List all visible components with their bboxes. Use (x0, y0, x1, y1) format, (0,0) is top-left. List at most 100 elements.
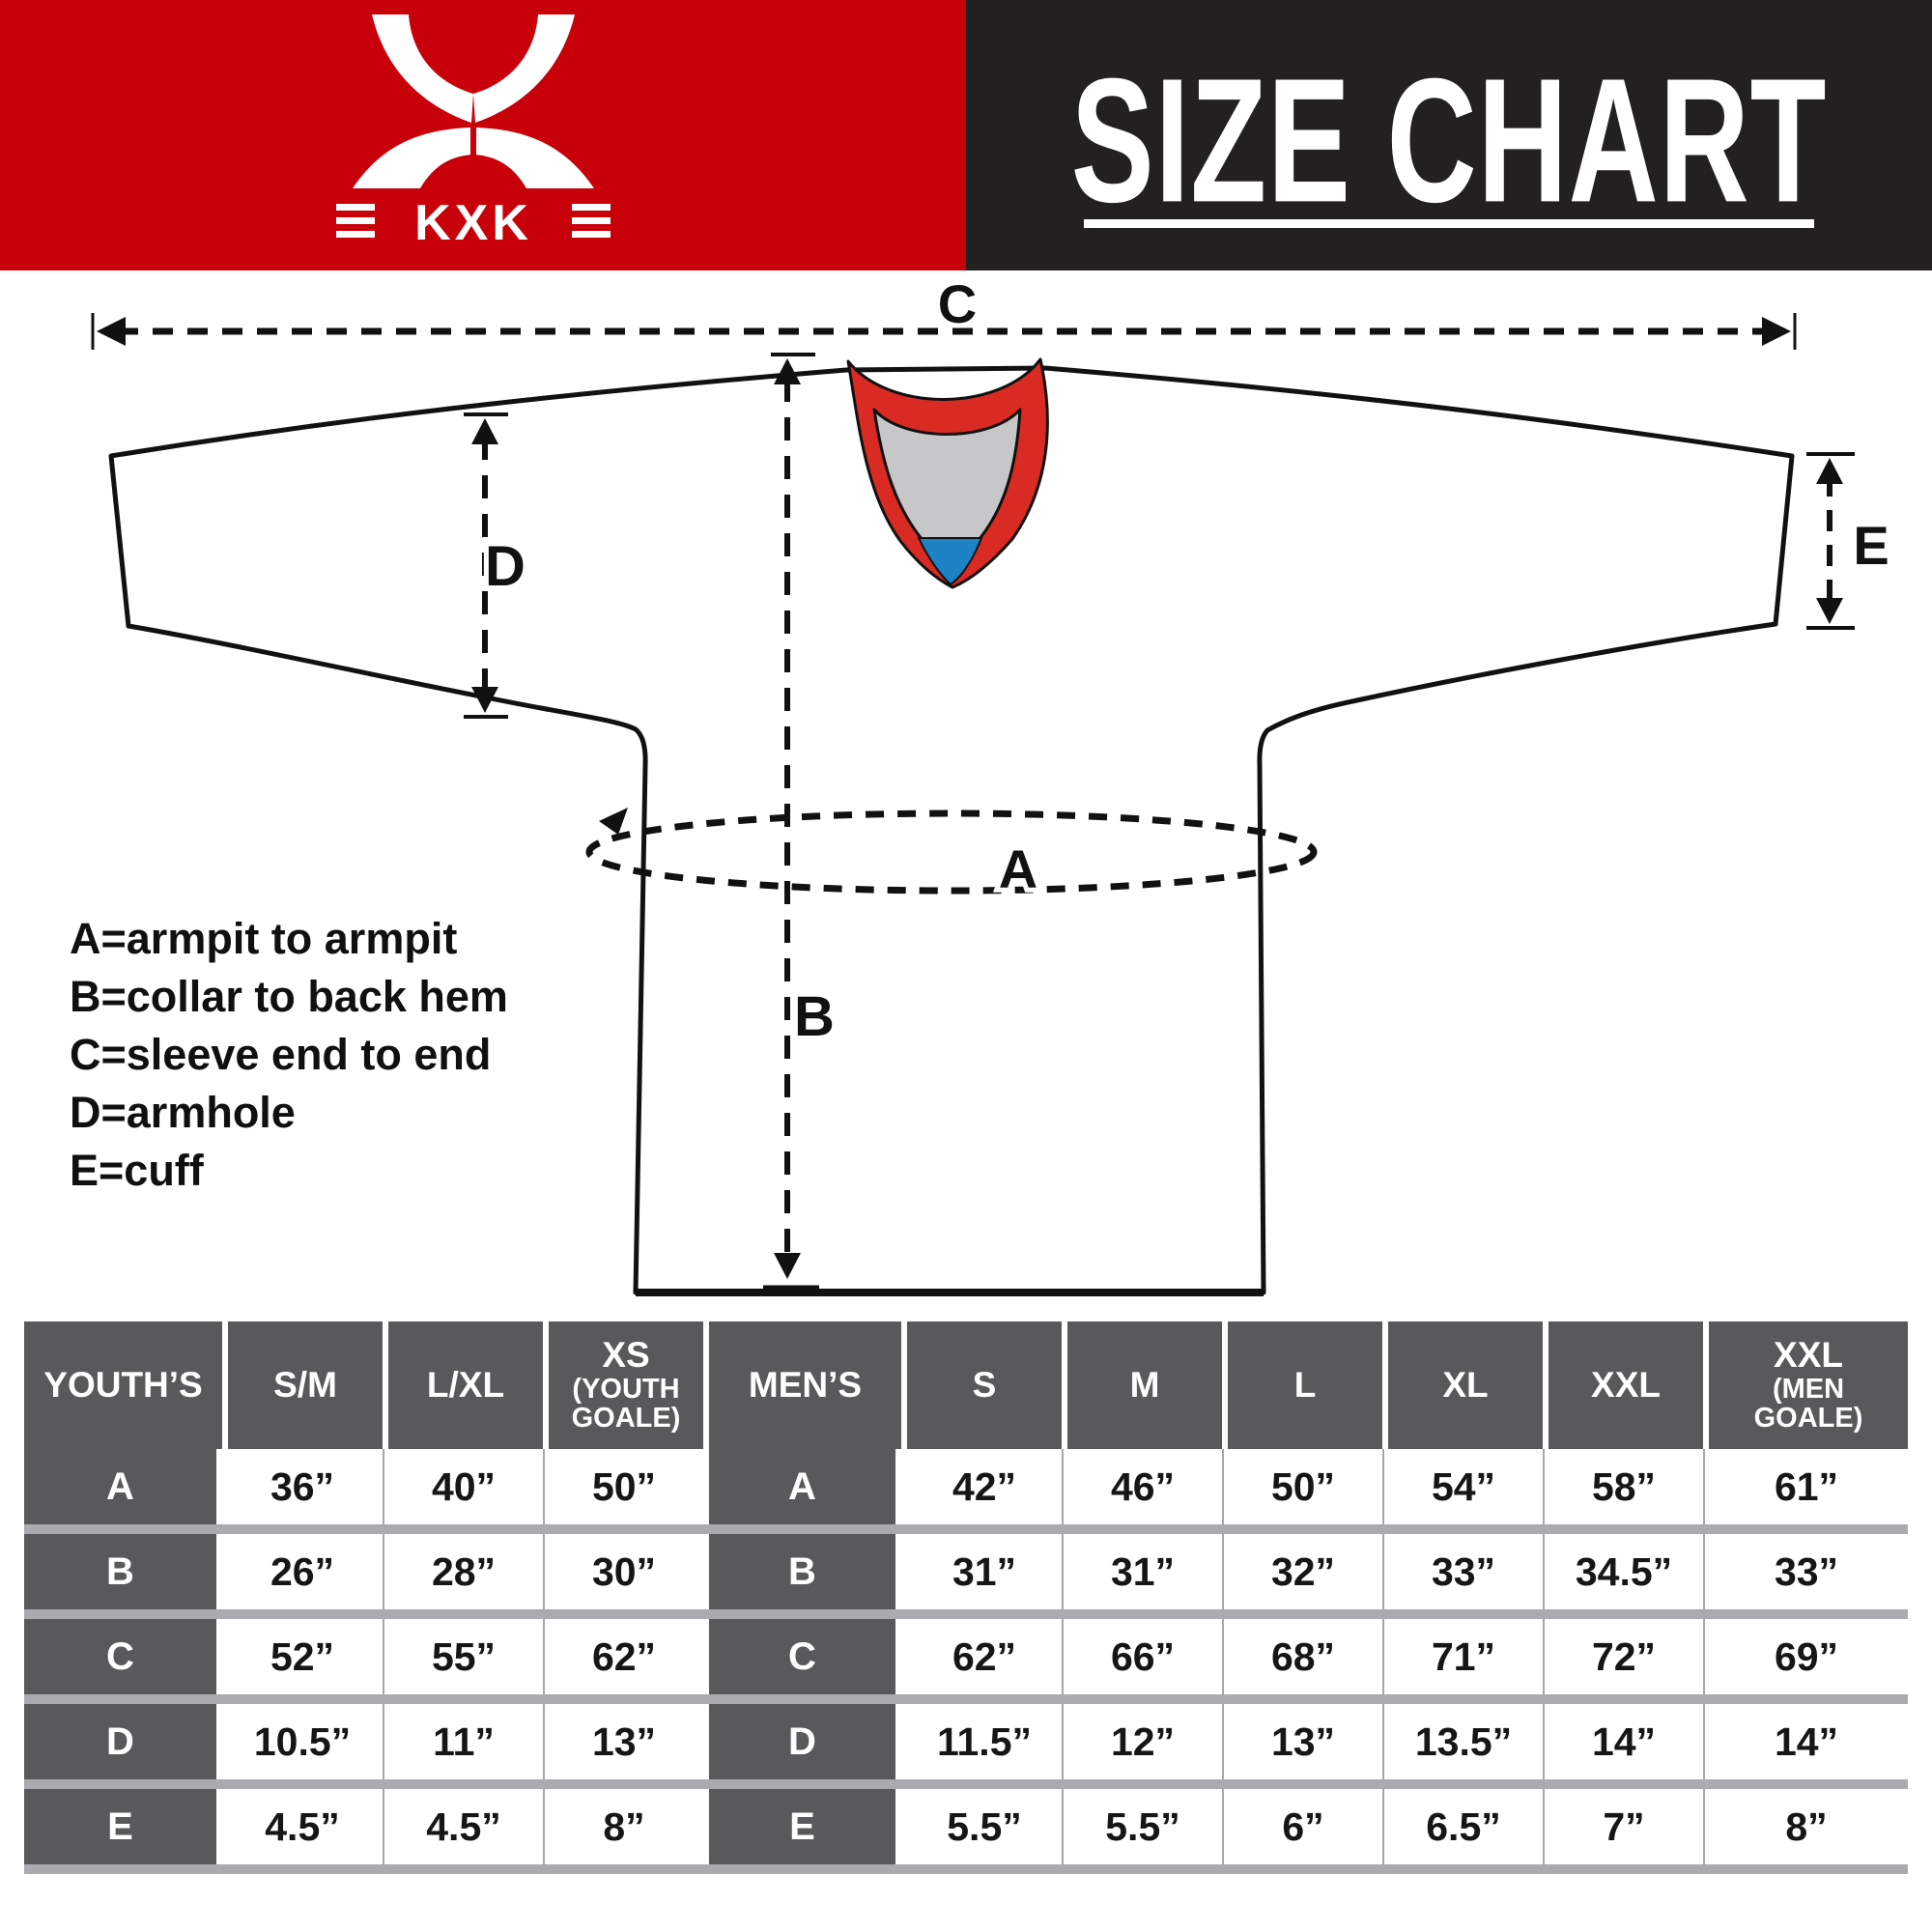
size-table-cell: 46” (1062, 1449, 1222, 1524)
size-table-header-cell: S/M (222, 1321, 383, 1449)
size-table-row-label: D (24, 1704, 222, 1779)
collar-inner-gray (872, 408, 1022, 542)
size-table-header-cell: S (901, 1321, 1062, 1449)
size-table-cell: 34.5” (1543, 1534, 1703, 1609)
table-row-separator (24, 1609, 1908, 1619)
page-title: SIZE CHART (1070, 41, 1828, 240)
size-table-header-cell: XS (YOUTH GOALE) (543, 1321, 703, 1449)
jersey-measurement-diagram: C D B E (91, 273, 1889, 1296)
size-header-label: XXL (1591, 1364, 1661, 1405)
size-table-cell: 6” (1222, 1789, 1382, 1864)
measure-b-label: B (794, 985, 835, 1048)
size-header-label: XS (602, 1335, 650, 1376)
size-table-cell: 6.5” (1382, 1789, 1543, 1864)
kxk-logo: KXK (336, 14, 611, 251)
size-header-sublabel: GOALE) (1753, 1403, 1863, 1435)
size-table: YOUTH’S S/M L/XL XS (YOUTH GOALE) MEN’S S M L XL XX… (24, 1321, 1908, 1874)
size-header-label: XXL (1774, 1335, 1843, 1376)
table-row-separator (24, 1524, 1908, 1534)
table-row-separator (24, 1864, 1908, 1874)
legend-line-c: C=sleeve end to end (70, 1030, 492, 1079)
brand-banner: KXK (0, 0, 966, 270)
measure-a-label: A (999, 838, 1037, 899)
table-row-separator (24, 1779, 1908, 1789)
size-table-cell: 36” (222, 1449, 383, 1524)
size-table-cell: 42” (901, 1449, 1062, 1524)
size-table-cell: 7” (1543, 1789, 1703, 1864)
size-header-label: L (1293, 1364, 1317, 1405)
size-table-row-label: A (703, 1449, 901, 1524)
size-header-sublabel: (MEN (1772, 1373, 1845, 1405)
logo-x-bottom (353, 128, 594, 188)
size-table-cell: 54” (1382, 1449, 1543, 1524)
size-table-header-cell: L (1222, 1321, 1382, 1449)
measure-d-arrow (464, 412, 508, 719)
size-header-label: XL (1442, 1364, 1489, 1405)
size-table-cell: 4.5” (222, 1789, 383, 1864)
size-table-cell: 8” (1703, 1789, 1908, 1864)
measure-c-arrow (91, 313, 1797, 350)
measure-d-label: D (485, 535, 526, 598)
size-table-cell: 32” (1222, 1534, 1382, 1609)
size-table-cell: 11.5” (901, 1704, 1062, 1779)
size-table-row-label: C (24, 1619, 222, 1694)
size-header-label: S/M (273, 1364, 337, 1405)
legend-line-e: E=cuff (70, 1146, 204, 1195)
legend-line-b: B=collar to back hem (70, 972, 508, 1021)
logo-slit (470, 128, 476, 160)
size-table-cell: 52” (222, 1619, 383, 1694)
logo-text: KXK (414, 195, 532, 251)
size-table-cell: 62” (901, 1619, 1062, 1694)
size-table-cell: 14” (1703, 1704, 1908, 1779)
size-table-cell: 50” (1222, 1449, 1382, 1524)
size-header-label: L/XL (426, 1364, 505, 1405)
size-table-cell: 13.5” (1382, 1704, 1543, 1779)
size-table-cell: 50” (543, 1449, 703, 1524)
size-table-cell: 66” (1062, 1619, 1222, 1694)
size-table-header-cell: M (1062, 1321, 1222, 1449)
size-table-row-label: D (703, 1704, 901, 1779)
size-table-cell: 10.5” (222, 1704, 383, 1779)
size-table-cell: 62” (543, 1619, 703, 1694)
size-table-cell: 71” (1382, 1619, 1543, 1694)
measure-e-arrow (1806, 452, 1855, 630)
size-table-cell: 68” (1222, 1619, 1382, 1694)
size-table-cell: 31” (1062, 1534, 1222, 1609)
size-table-cell: 11” (383, 1704, 543, 1779)
size-table-group-men: MEN’S (703, 1321, 901, 1449)
size-table-cell: 12” (1062, 1704, 1222, 1779)
size-table-cell: 31” (901, 1534, 1062, 1609)
size-table-row-label: C (703, 1619, 901, 1694)
size-table-cell: 5.5” (901, 1789, 1062, 1864)
measurement-legend: A=armpit to armpit B=collar to back hem … (70, 910, 508, 1200)
size-table-cell: 30” (543, 1534, 703, 1609)
logo-x-top (372, 14, 473, 123)
size-table-header-cell: L/XL (383, 1321, 543, 1449)
measure-c-label: C (938, 273, 977, 334)
size-header-sublabel: (YOUTH (572, 1373, 680, 1405)
jersey-outline (108, 365, 1795, 1295)
size-table-header-cell: XL (1382, 1321, 1543, 1449)
size-table-cell: 13” (1222, 1704, 1382, 1779)
size-table-cell: 33” (1382, 1534, 1543, 1609)
size-table-cell: 4.5” (383, 1789, 543, 1864)
size-table-cell: 61” (1703, 1449, 1908, 1524)
size-table-header-cell: XXL (1543, 1321, 1703, 1449)
size-table-cell: 28” (383, 1534, 543, 1609)
size-table-cell: 13” (543, 1704, 703, 1779)
measure-a-arrow (585, 808, 1318, 895)
size-table-row-label: B (703, 1534, 901, 1609)
size-table-cell: 69” (1703, 1619, 1908, 1694)
size-table-row-label: B (24, 1534, 222, 1609)
size-table-cell: 5.5” (1062, 1789, 1222, 1864)
size-table-cell: 14” (1543, 1704, 1703, 1779)
legend-line-d: D=armhole (70, 1088, 296, 1137)
size-table-group-youth: YOUTH’S (24, 1321, 222, 1449)
collar-bottom-blue (917, 537, 983, 586)
table-row-separator (24, 1694, 1908, 1704)
size-table-cell: 58” (1543, 1449, 1703, 1524)
size-table-row-label: E (24, 1789, 222, 1864)
legend-line-a: A=armpit to armpit (70, 914, 458, 963)
size-table-cell: 26” (222, 1534, 383, 1609)
measure-e-label: E (1853, 515, 1889, 576)
